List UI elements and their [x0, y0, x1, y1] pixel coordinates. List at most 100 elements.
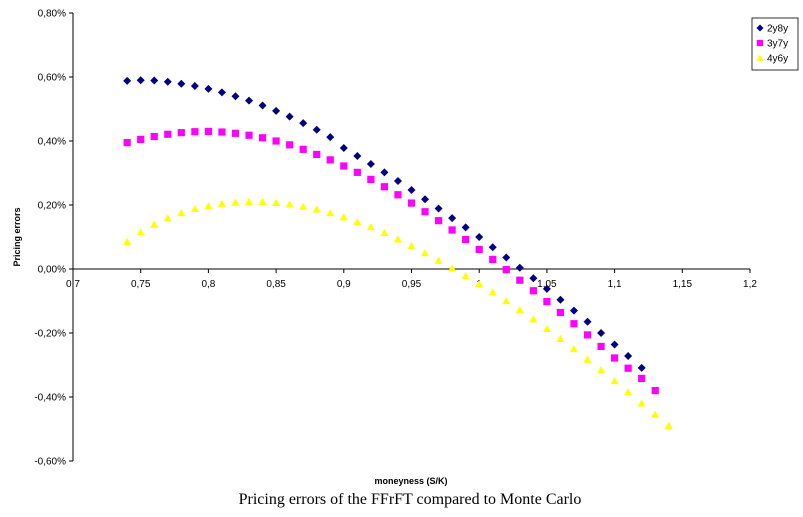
point	[123, 76, 132, 85]
point	[204, 84, 213, 93]
point	[136, 76, 145, 85]
point	[516, 276, 524, 284]
point	[434, 256, 443, 264]
point	[177, 129, 185, 137]
y-tick-label: 0,40%	[38, 137, 66, 148]
point	[190, 204, 199, 213]
point	[475, 280, 484, 288]
point	[637, 363, 646, 372]
point	[556, 334, 565, 342]
point	[461, 223, 470, 232]
point	[286, 141, 294, 149]
point	[569, 345, 578, 353]
caption: Pricing errors of the FFrFT compared to …	[239, 491, 582, 508]
point	[163, 77, 172, 86]
point	[190, 81, 199, 90]
x-tick-label: 1,15	[673, 279, 693, 290]
point	[651, 387, 659, 395]
x-axis-label: moneyness (S/K)	[374, 476, 447, 486]
y-tick-label: -0,40%	[34, 393, 66, 404]
y-axis-label: Pricing errors	[12, 207, 22, 266]
x-tick-label: 0,75	[131, 279, 151, 290]
point	[353, 217, 362, 226]
point	[529, 287, 537, 295]
point	[339, 144, 348, 153]
point	[313, 150, 321, 159]
legend-label: 4y6y	[767, 54, 788, 65]
point	[245, 96, 254, 105]
y-tick-label: 0,00%	[38, 265, 66, 276]
point	[231, 198, 240, 206]
point	[393, 235, 402, 243]
point	[353, 168, 361, 176]
point	[489, 255, 497, 263]
point	[651, 410, 660, 418]
point	[312, 125, 321, 134]
point	[231, 129, 240, 137]
point	[326, 209, 335, 217]
point	[597, 342, 605, 351]
point	[137, 135, 145, 143]
point	[204, 127, 212, 135]
point	[529, 315, 538, 323]
point	[448, 264, 457, 272]
point	[448, 226, 456, 234]
x-tick-label: 0,9	[337, 279, 351, 290]
point	[407, 185, 416, 194]
point	[150, 76, 159, 85]
point	[136, 228, 145, 236]
point	[583, 317, 592, 326]
point	[569, 306, 578, 315]
x-tick-label: 0,95	[402, 279, 422, 290]
point	[380, 228, 389, 237]
legend-marker	[756, 24, 764, 32]
point	[624, 364, 632, 372]
point	[421, 249, 430, 257]
point	[461, 272, 470, 280]
legend-label: 3y7y	[767, 39, 788, 50]
point	[150, 220, 159, 228]
point	[272, 106, 281, 115]
point	[624, 352, 633, 361]
point	[299, 119, 308, 128]
point	[421, 195, 430, 204]
point	[367, 175, 375, 183]
point	[502, 266, 510, 274]
point	[434, 204, 443, 213]
x-tick-label: 0,85	[266, 279, 286, 290]
point	[434, 217, 443, 225]
x-tick-label: 0,8	[201, 279, 215, 290]
point	[597, 329, 606, 337]
point	[299, 202, 308, 210]
x-tick-label: 0,7	[66, 279, 80, 290]
point	[638, 374, 646, 383]
point	[393, 177, 402, 185]
x-tick-label: 1,05	[537, 279, 557, 290]
point	[407, 241, 416, 250]
point	[177, 79, 186, 88]
y-tick-label: -0,20%	[34, 329, 66, 340]
point	[488, 243, 497, 252]
point	[258, 134, 267, 142]
point	[177, 209, 186, 217]
point	[529, 274, 538, 283]
point	[366, 223, 375, 231]
point	[421, 208, 429, 216]
point	[502, 297, 511, 305]
point	[583, 355, 592, 363]
point	[285, 200, 294, 208]
y-tick-label: 0,80%	[38, 9, 66, 20]
point	[448, 214, 457, 223]
point	[515, 305, 524, 314]
point	[231, 92, 240, 101]
point	[272, 198, 281, 206]
point	[218, 128, 226, 136]
point	[326, 133, 335, 142]
point	[624, 388, 633, 396]
point	[515, 263, 524, 272]
point	[339, 213, 348, 221]
point	[245, 197, 254, 205]
point	[366, 160, 375, 169]
point	[611, 354, 619, 362]
